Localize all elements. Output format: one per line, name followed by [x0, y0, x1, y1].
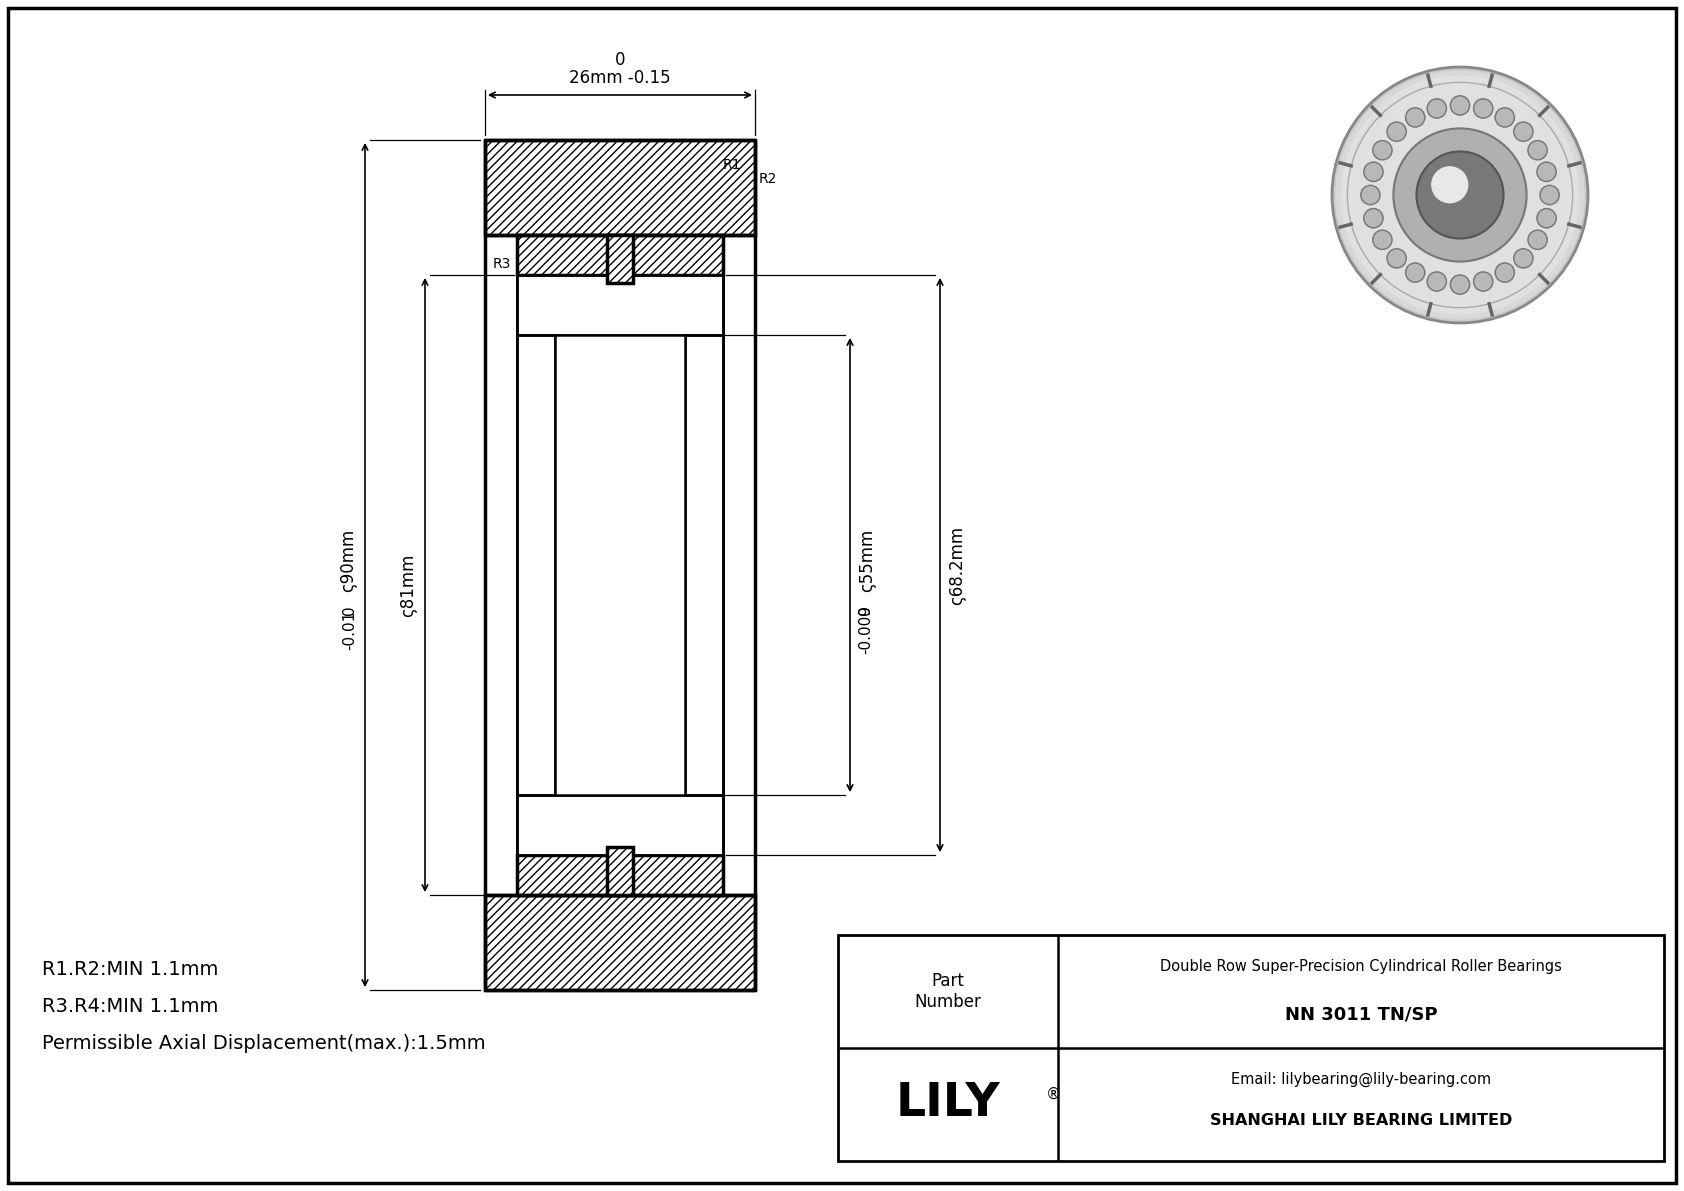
Circle shape	[1495, 263, 1514, 282]
Circle shape	[1474, 99, 1492, 118]
Bar	[517, 855, 722, 894]
Text: ς55mm: ς55mm	[859, 529, 876, 592]
Text: 0: 0	[859, 605, 872, 615]
Bar	[606, 847, 633, 894]
Circle shape	[1527, 141, 1548, 160]
Text: 26mm -0.15: 26mm -0.15	[569, 69, 670, 87]
Circle shape	[1406, 108, 1425, 127]
Circle shape	[1537, 208, 1556, 227]
Bar	[722, 235, 754, 894]
Circle shape	[1537, 162, 1556, 181]
Circle shape	[1428, 272, 1447, 291]
Bar	[485, 141, 754, 235]
Bar	[685, 335, 722, 796]
Circle shape	[1450, 275, 1470, 294]
Circle shape	[1450, 95, 1470, 116]
Circle shape	[1527, 230, 1548, 249]
Bar	[556, 335, 685, 796]
Text: NN 3011 TN/SP: NN 3011 TN/SP	[1285, 1005, 1438, 1023]
Circle shape	[1372, 230, 1393, 249]
Bar	[485, 894, 754, 990]
Text: R2: R2	[759, 172, 778, 186]
Text: R1.R2:MIN 1.1mm: R1.R2:MIN 1.1mm	[42, 960, 219, 979]
Text: 0: 0	[615, 51, 625, 69]
Text: R1: R1	[722, 158, 741, 172]
Circle shape	[1539, 186, 1559, 205]
Text: -0.01: -0.01	[342, 610, 357, 649]
Circle shape	[1514, 249, 1532, 268]
Bar	[606, 235, 633, 283]
Bar	[839, 935, 1664, 1161]
Text: ς90mm: ς90mm	[338, 529, 357, 592]
Bar	[517, 335, 556, 796]
Circle shape	[1364, 208, 1383, 227]
Text: SHANGHAI LILY BEARING LIMITED: SHANGHAI LILY BEARING LIMITED	[1209, 1112, 1512, 1128]
Circle shape	[1416, 151, 1504, 238]
Circle shape	[1372, 141, 1393, 160]
Circle shape	[1406, 263, 1425, 282]
Text: Part
Number: Part Number	[914, 972, 982, 1011]
Text: ς68.2mm: ς68.2mm	[948, 525, 967, 605]
Text: R4: R4	[520, 289, 539, 303]
Text: -0.009: -0.009	[859, 605, 872, 655]
Circle shape	[1332, 67, 1588, 323]
Bar	[517, 275, 722, 335]
Circle shape	[1474, 272, 1492, 291]
Text: 0: 0	[342, 605, 357, 615]
Text: R3: R3	[493, 257, 510, 272]
Circle shape	[1428, 99, 1447, 118]
Circle shape	[1388, 249, 1406, 268]
Text: ς81mm: ς81mm	[399, 554, 418, 617]
Circle shape	[1340, 76, 1580, 314]
Circle shape	[1364, 162, 1383, 181]
Bar	[517, 235, 722, 275]
Text: Permissible Axial Displacement(max.):1.5mm: Permissible Axial Displacement(max.):1.5…	[42, 1034, 485, 1053]
Text: LILY: LILY	[896, 1081, 1000, 1125]
Bar	[517, 275, 722, 855]
Circle shape	[1431, 167, 1468, 202]
Circle shape	[1514, 121, 1532, 142]
Circle shape	[1335, 70, 1585, 319]
Bar	[485, 235, 517, 894]
Circle shape	[1388, 121, 1406, 142]
Circle shape	[1361, 186, 1379, 205]
Text: Email: lilybearing@lily-bearing.com: Email: lilybearing@lily-bearing.com	[1231, 1072, 1490, 1087]
Circle shape	[1393, 129, 1527, 262]
Text: Double Row Super-Precision Cylindrical Roller Bearings: Double Row Super-Precision Cylindrical R…	[1160, 959, 1563, 974]
Text: R3.R4:MIN 1.1mm: R3.R4:MIN 1.1mm	[42, 997, 219, 1016]
Circle shape	[1495, 108, 1514, 127]
Bar	[517, 796, 722, 855]
Text: ®: ®	[1046, 1086, 1061, 1102]
